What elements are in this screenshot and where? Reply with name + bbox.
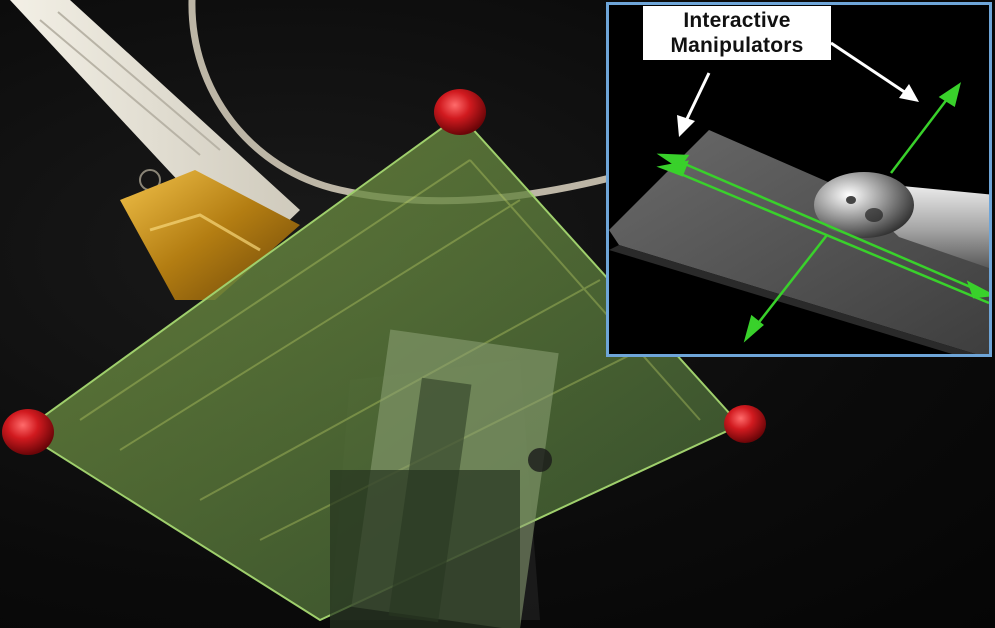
manipulator-axes[interactable] <box>656 82 992 343</box>
virtual-plane <box>609 130 989 354</box>
corner-handle-top[interactable] <box>434 89 486 135</box>
inset-3d-view[interactable] <box>606 2 992 357</box>
gold-tape <box>120 170 300 300</box>
corner-handle-right[interactable] <box>724 405 766 443</box>
corner-handle-left[interactable] <box>2 409 54 455</box>
callout-arrows <box>677 41 919 137</box>
tool-tip-sphere <box>814 172 914 238</box>
callout-line-2: Manipulators <box>670 34 804 57</box>
inset-scene <box>609 41 992 354</box>
callout-line-1: Interactive <box>683 9 791 32</box>
interactive-manipulators-label: Interactive Manipulators <box>643 6 831 60</box>
